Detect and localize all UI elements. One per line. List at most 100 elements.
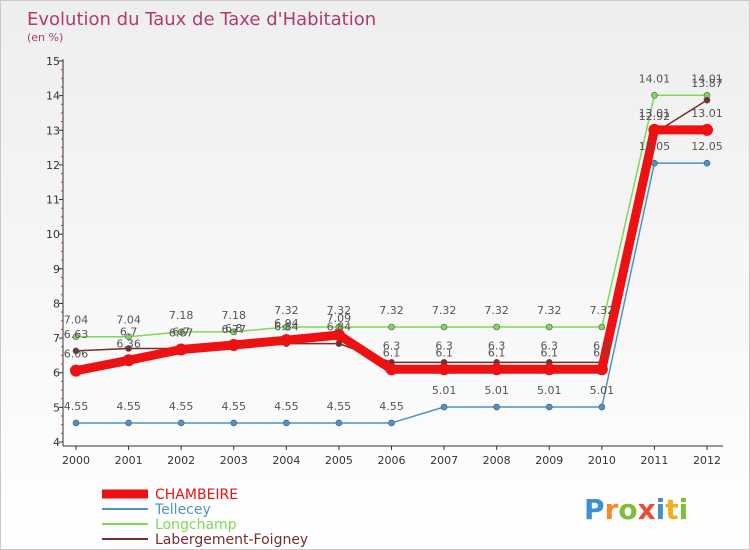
data-label: 7.32	[327, 304, 352, 317]
data-label: 6.84	[274, 321, 299, 334]
data-label: 6.3	[435, 339, 453, 352]
brand-letter: i	[656, 493, 666, 526]
x-tick-label: 2011	[640, 454, 668, 467]
data-point	[703, 159, 711, 167]
data-label: 6.1	[383, 346, 401, 359]
data-label: 5.01	[432, 384, 457, 397]
proxiti-logo: Proxiti	[584, 493, 688, 526]
data-point	[703, 96, 711, 104]
data-label: 7.32	[484, 304, 509, 317]
data-label: 7.18	[222, 309, 247, 322]
x-tick-label: 2012	[693, 454, 721, 467]
data-point	[335, 419, 343, 427]
brand-letter: t	[665, 493, 678, 526]
data-point	[701, 123, 713, 136]
data-point	[490, 363, 503, 376]
data-point	[72, 333, 80, 341]
legend-label: CHAMBEIRE	[155, 487, 238, 503]
data-label: 6.06	[64, 348, 89, 361]
data-point	[440, 403, 448, 411]
data-point	[595, 363, 608, 376]
brand-letter: i	[679, 493, 689, 526]
data-label: 7.32	[590, 304, 615, 317]
y-tick-label: 4	[53, 436, 60, 449]
y-tick-label: 9	[53, 263, 60, 276]
data-point	[125, 333, 132, 341]
x-tick-label: 2009	[535, 454, 563, 467]
data-label: 7.04	[64, 314, 89, 327]
legend-label: Tellecey	[154, 502, 211, 518]
data-point	[385, 363, 398, 376]
data-label: 7.32	[274, 304, 299, 317]
data-label: 5.01	[590, 384, 615, 397]
data-label: 6.1	[541, 346, 559, 359]
x-tick-label: 2007	[430, 454, 458, 467]
data-label: 4.55	[327, 400, 352, 413]
data-point	[648, 123, 661, 136]
brand-text: Proxiti	[584, 493, 688, 526]
x-tick-label: 2003	[220, 454, 248, 467]
data-point	[230, 419, 238, 427]
data-label: 4.55	[64, 400, 89, 413]
data-label: 7.32	[379, 304, 404, 317]
data-label: 12.92	[639, 110, 671, 123]
data-label: 13.87	[691, 77, 723, 90]
data-point	[283, 419, 290, 427]
brand-letter: P	[584, 493, 605, 526]
chart-title: Evolution du Taux de Taxe d'Habitation	[27, 9, 376, 30]
data-label: 14.01	[691, 72, 723, 85]
data-point	[388, 323, 395, 331]
data-point	[230, 328, 238, 336]
y-tick-label: 14	[46, 90, 60, 103]
data-point	[493, 403, 500, 411]
data-label: 7.32	[432, 304, 457, 317]
data-point	[438, 363, 451, 376]
y-tick-label: 13	[46, 124, 60, 137]
data-label: 7.32	[537, 304, 562, 317]
data-point	[332, 328, 345, 341]
data-label: 4.55	[222, 400, 247, 413]
data-label: 6.67	[169, 327, 194, 340]
data-label: 6.7	[172, 325, 190, 338]
x-tick-label: 2004	[272, 454, 300, 467]
data-point	[283, 323, 290, 331]
brand-letter: r	[605, 493, 619, 526]
data-label: 6.7	[120, 325, 138, 338]
data-point	[440, 323, 448, 331]
data-point	[125, 419, 132, 427]
data-label: 6.94	[274, 317, 299, 330]
data-point	[388, 419, 395, 427]
chart-subtitle: (en %)	[27, 31, 63, 44]
data-point	[280, 334, 293, 347]
data-label: 7.09	[327, 312, 352, 325]
data-label: 6.1	[488, 346, 506, 359]
y-tick-label: 11	[46, 194, 60, 207]
data-point	[175, 343, 188, 356]
x-tick-label: 2010	[588, 454, 616, 467]
y-tick-label: 7	[53, 332, 60, 345]
data-label: 14.01	[639, 72, 671, 85]
data-point	[125, 345, 132, 352]
data-point	[493, 323, 500, 331]
series-lines	[70, 91, 713, 427]
legend-label: Labergement-Foigney	[155, 532, 308, 548]
data-label: 5.01	[537, 384, 562, 397]
data-label: 6.1	[435, 346, 453, 359]
y-tick-label: 15	[46, 55, 60, 68]
legend: CHAMBEIRETelleceyLongchampLabergement-Fo…	[102, 487, 308, 548]
data-label: 7.18	[169, 309, 194, 322]
y-tick-label: 6	[53, 367, 60, 380]
brand-letter: o	[618, 493, 637, 526]
data-label: 12.05	[691, 140, 723, 153]
data-label: 7.04	[116, 314, 141, 327]
legend-label: Longchamp	[155, 517, 237, 533]
data-point	[543, 363, 556, 376]
data-label: 6.1	[593, 346, 611, 359]
data-point	[651, 159, 658, 167]
data-label: 4.55	[116, 400, 141, 413]
data-point	[177, 419, 185, 427]
data-label: 6.3	[541, 339, 559, 352]
data-point	[545, 403, 553, 411]
